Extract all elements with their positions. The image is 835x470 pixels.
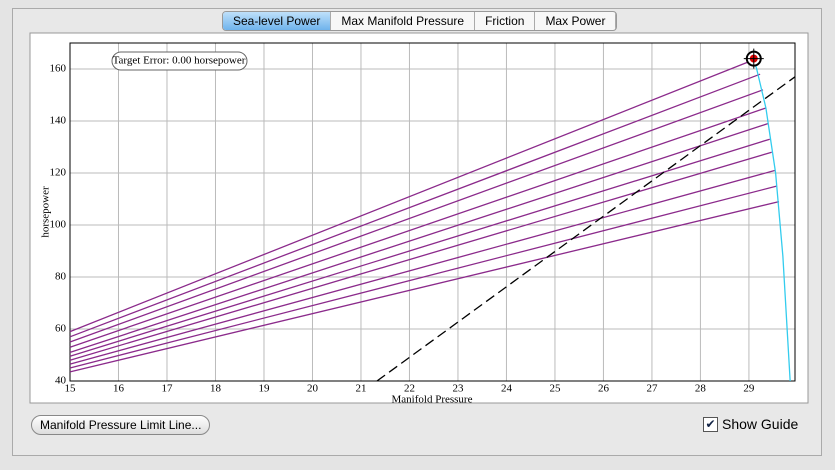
- x-tick-label: 21: [355, 383, 366, 395]
- chart-panel: [29, 32, 809, 404]
- x-tick-label: 22: [404, 383, 415, 395]
- y-tick-label: 100: [50, 219, 67, 231]
- tab-bar: Sea-level Power Max Manifold Pressure Fric…: [222, 11, 618, 31]
- series-line: [69, 122, 769, 354]
- tab[interactable]: Friction: [475, 12, 536, 30]
- show-guide-checkbox[interactable]: ✔ Show Guide: [703, 416, 798, 432]
- series-line: [69, 200, 780, 373]
- series-line: [753, 58, 791, 382]
- x-tick-label: 27: [646, 383, 658, 395]
- x-tick-label: 17: [161, 383, 173, 395]
- y-tick-label: 160: [50, 63, 67, 75]
- tab[interactable]: Sea-level Power: [223, 12, 332, 30]
- x-tick-label: 16: [113, 383, 125, 395]
- target-marker: [743, 48, 764, 69]
- y-tick-label: 80: [55, 271, 67, 283]
- x-tick-label: 18: [210, 383, 222, 395]
- y-tick-label: 60: [55, 323, 67, 335]
- x-tick-label: 26: [598, 383, 610, 395]
- annotation-box: [111, 51, 248, 71]
- limit-line-button[interactable]: Manifold Pressure Limit Line...: [31, 415, 211, 435]
- x-tick-label: 29: [743, 383, 755, 395]
- series-line: [69, 73, 761, 338]
- y-axis-label: horsepower: [40, 186, 52, 238]
- checkbox-label: Show Guide: [722, 416, 799, 432]
- checkbox-box[interactable]: ✔: [703, 416, 718, 432]
- series-line: [69, 138, 770, 357]
- series-line: [69, 107, 767, 348]
- series-line: [69, 169, 776, 365]
- y-tick-label: 140: [50, 115, 67, 127]
- series-line: [69, 89, 764, 343]
- x-axis-label: Manifold Pressure: [392, 394, 473, 406]
- x-tick-label: 25: [549, 383, 561, 395]
- series-line: [376, 76, 796, 382]
- annotation: Target Error: 0.00 horsepower: [113, 55, 246, 67]
- x-tick-label: 19: [258, 383, 270, 395]
- series-line: [69, 57, 757, 333]
- tab[interactable]: Max Power: [535, 12, 617, 30]
- plot-frame: [69, 42, 796, 382]
- x-tick-label: 24: [501, 383, 513, 395]
- x-tick-label: 15: [65, 383, 77, 395]
- x-tick-label: 20: [307, 383, 319, 395]
- x-tick-label: 23: [452, 383, 464, 395]
- y-tick-label: 120: [50, 167, 67, 179]
- series-line: [69, 185, 778, 369]
- y-tick-label: 40: [55, 375, 67, 387]
- x-tick-label: 28: [695, 383, 707, 395]
- tab[interactable]: Max Manifold Pressure: [331, 12, 476, 30]
- series-line: [69, 151, 772, 361]
